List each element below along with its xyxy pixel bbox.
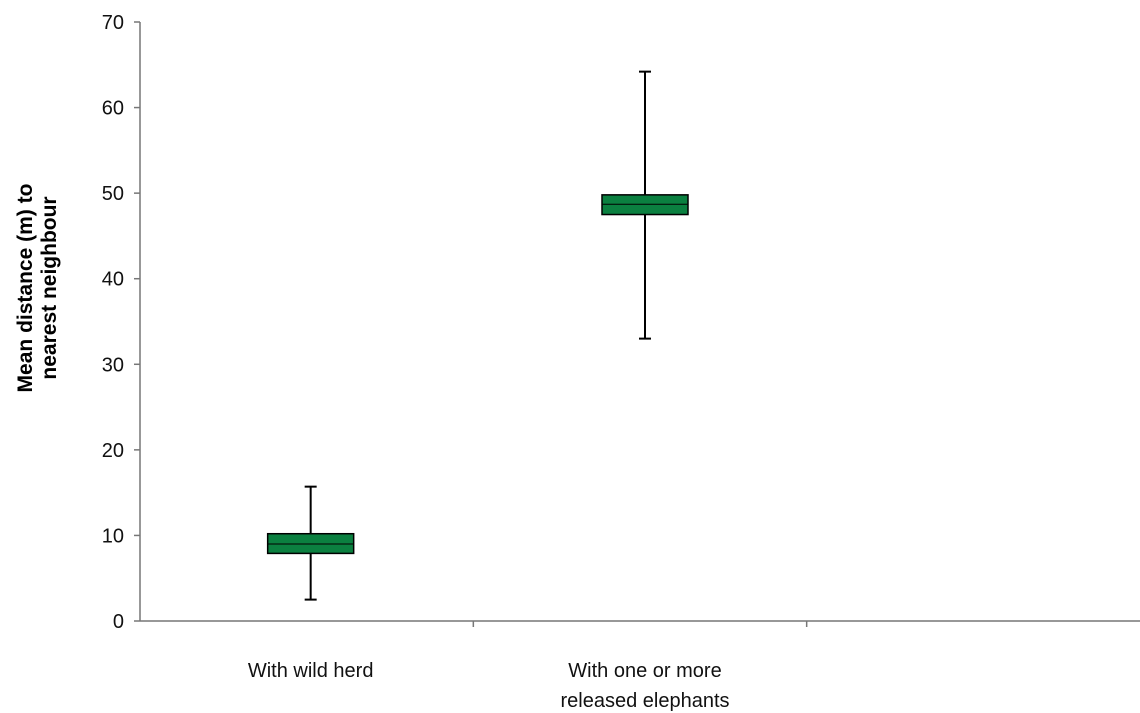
y-axis-title: Mean distance (m) to nearest neighbour — [14, 184, 61, 393]
x-category-label: With one or more — [568, 660, 721, 682]
box-plot — [266, 485, 355, 601]
y-tick-label: 70 — [102, 12, 124, 34]
y-tick-label: 60 — [102, 98, 124, 120]
y-tick-label: 50 — [102, 183, 124, 205]
y-axis-title-line-2: nearest neighbour — [38, 196, 61, 379]
category-labels: With wild herd With one or more released e… — [248, 660, 730, 712]
y-tick-label: 20 — [102, 440, 124, 462]
y-axis-title-line-1: Mean distance (m) to — [14, 184, 37, 393]
y-tick-label: 30 — [102, 354, 124, 376]
box-plot — [601, 70, 689, 340]
x-category-label: released elephants — [560, 690, 729, 712]
y-tick-label: 10 — [102, 525, 124, 547]
y-tick-label: 40 — [102, 269, 124, 291]
y-tick-label: 0 — [113, 611, 124, 633]
x-axis — [140, 620, 1140, 627]
box-plots — [266, 70, 689, 601]
y-axis: 0 10 20 30 40 50 60 70 — [102, 12, 141, 633]
x-category-label: With wild herd — [248, 660, 374, 682]
